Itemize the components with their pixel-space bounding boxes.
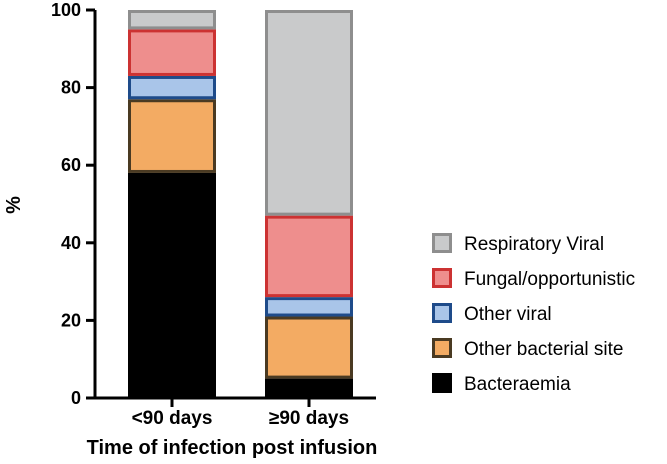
bar-segment [128, 29, 216, 76]
bar-segment [128, 172, 216, 398]
x-tick-label: ≥90 days [269, 408, 349, 429]
legend-swatch [432, 233, 452, 253]
legend-label: Bacteraemia [464, 374, 571, 395]
y-tick-label: 60 [61, 155, 81, 175]
legend-label: Fungal/opportunistic [464, 269, 635, 290]
bar-segment [128, 75, 216, 100]
x-axis: <90 days ≥90 days [93, 396, 376, 429]
bar-segment [265, 215, 353, 298]
bar-segment [265, 316, 353, 379]
legend-swatch [432, 268, 452, 288]
y-axis-title: % [3, 196, 25, 214]
y-tick-label: 20 [61, 310, 81, 330]
y-tick-label: 40 [61, 233, 81, 253]
y-axis: 0 20 40 60 80 100 [51, 0, 97, 408]
bar-segment [128, 10, 216, 30]
bar-segment [265, 378, 353, 398]
legend: Respiratory Viral Fungal/opportunistic Oth… [432, 233, 635, 395]
x-axis-title: Time of infection post infusion [87, 437, 378, 459]
bar-segment [265, 10, 353, 216]
legend-label: Respiratory Viral [464, 234, 604, 255]
legend-label: Other viral [464, 304, 552, 325]
y-tick-label: 100 [51, 0, 81, 20]
legend-label: Other bacterial site [464, 339, 623, 360]
bar-segment [128, 99, 216, 173]
y-tick-label: 0 [71, 388, 81, 408]
bar-segment [265, 297, 353, 317]
bars [128, 10, 353, 398]
legend-swatch [432, 303, 452, 323]
y-tick-label: 80 [61, 78, 81, 98]
legend-swatch [432, 373, 452, 393]
legend-swatch [432, 338, 452, 358]
x-tick-label: <90 days [132, 408, 213, 429]
